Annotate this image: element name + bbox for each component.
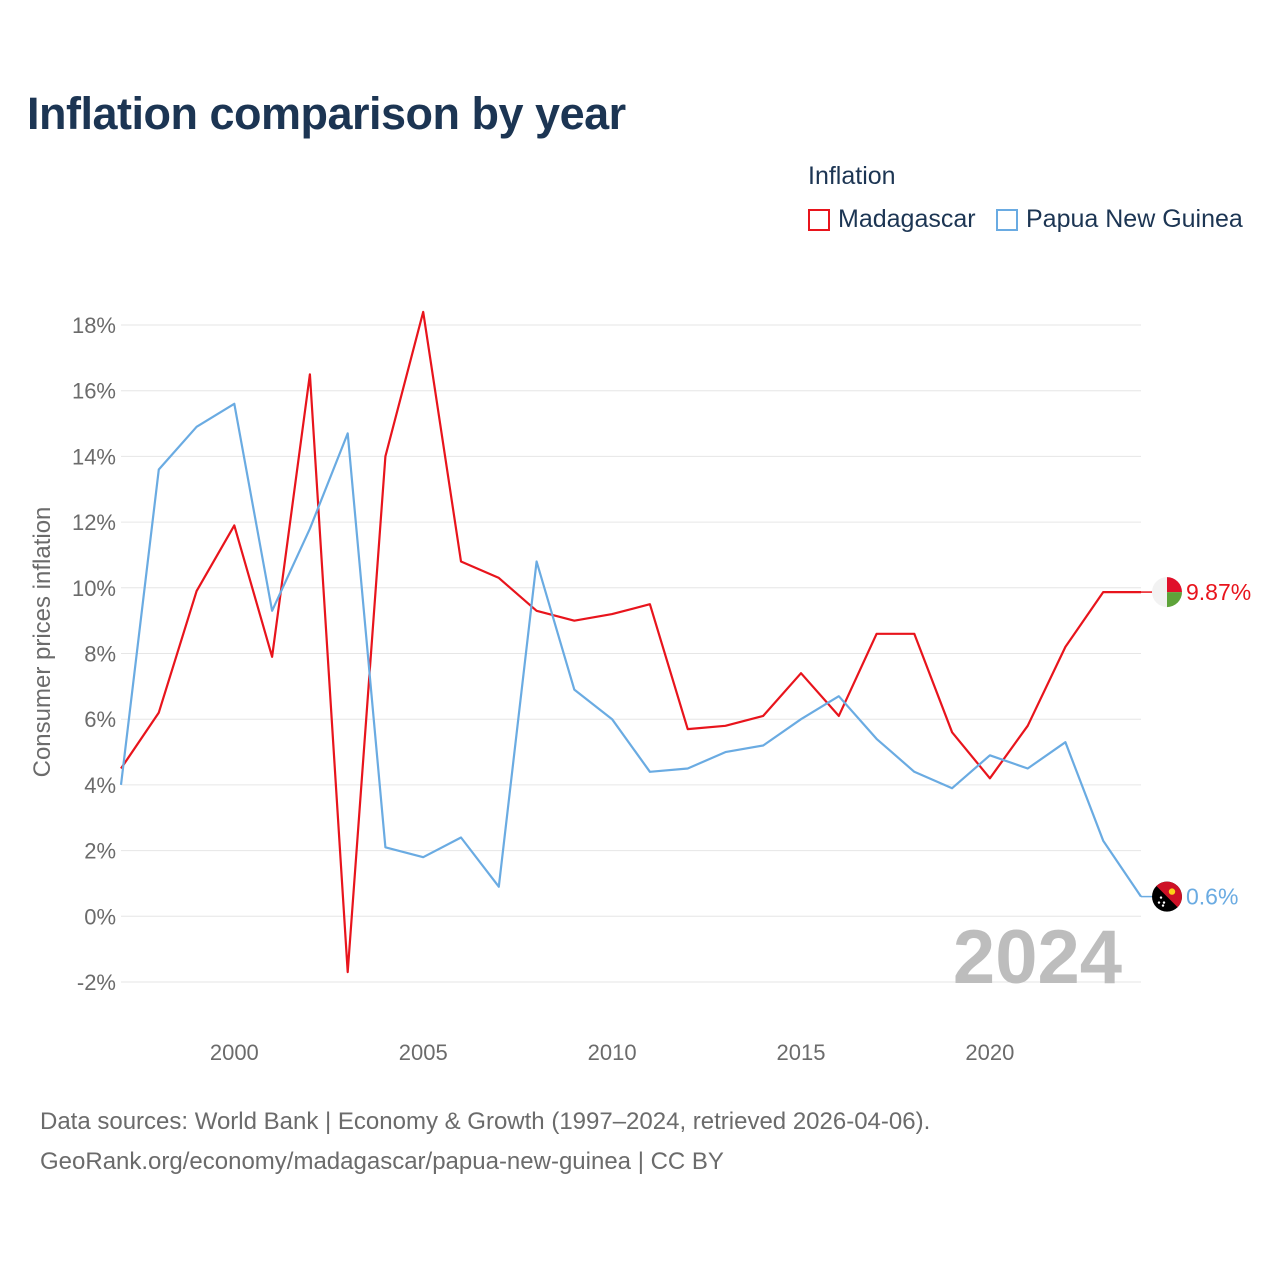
x-tick-label: 2010: [588, 1040, 637, 1065]
end-markers: 9.87% 0.6%: [1141, 577, 1251, 912]
year-watermark: 2024: [953, 915, 1122, 1000]
x-tick-label: 2020: [965, 1040, 1014, 1065]
legend-swatch-papua-new-guinea: [996, 208, 1018, 231]
y-tick-label: 0%: [84, 904, 116, 929]
y-axis-label: Consumer prices inflation: [29, 507, 56, 778]
y-tick-label: 12%: [72, 510, 116, 535]
y-tick-label: -2%: [77, 970, 116, 995]
legend-item-papua-new-guinea[interactable]: Papua New Guinea: [996, 205, 1243, 234]
y-tick-label: 16%: [72, 379, 116, 404]
x-tick-label: 2005: [399, 1040, 448, 1065]
legend-label-madagascar: Madagascar: [838, 205, 976, 233]
series-line-papua-new-guinea[interactable]: [119, 402, 1142, 898]
series-line-madagascar[interactable]: [120, 310, 1141, 974]
legend-title: Inflation: [808, 162, 896, 190]
x-axis-ticks: 2000 2005 2010 2015 2020: [210, 1040, 1015, 1065]
flag-madagascar-icon: [1152, 577, 1182, 608]
flag-papua-new-guinea-icon: [1152, 881, 1182, 912]
chart-title: Inflation comparison by year: [27, 88, 626, 139]
source-line-1: Data sources: World Bank | Economy & Gro…: [40, 1108, 931, 1135]
legend-swatch-madagascar: [808, 208, 830, 231]
y-tick-label: 6%: [84, 707, 116, 732]
y-tick-label: 14%: [72, 444, 116, 469]
y-tick-label: 2%: [84, 839, 116, 864]
y-tick-label: 10%: [72, 576, 116, 601]
end-value-label-madagascar: 9.87%: [1186, 579, 1251, 605]
y-tick-label: 4%: [84, 773, 116, 798]
y-tick-label: 8%: [84, 642, 116, 667]
y-axis-ticks: -2% 0% 2% 4% 6% 8% 10% 12% 14% 16% 18%: [72, 313, 116, 995]
source-line-2[interactable]: GeoRank.org/economy/madagascar/papua-new…: [40, 1148, 724, 1175]
x-tick-label: 2000: [210, 1040, 259, 1065]
x-tick-label: 2015: [777, 1040, 826, 1065]
legend-item-madagascar[interactable]: Madagascar: [808, 205, 976, 234]
legend-label-papua-new-guinea: Papua New Guinea: [1026, 205, 1243, 233]
end-value-label-papua-new-guinea: 0.6%: [1186, 884, 1238, 910]
grid-lines: [121, 324, 1141, 983]
series-lines: [119, 310, 1142, 974]
y-tick-label: 18%: [72, 313, 116, 338]
